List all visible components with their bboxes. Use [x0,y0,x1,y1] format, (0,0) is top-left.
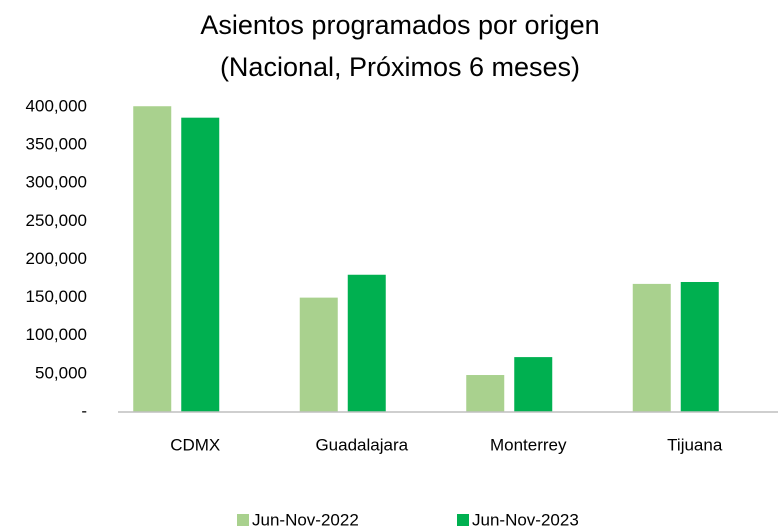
bar [466,375,505,412]
legend-swatch [237,514,249,526]
y-tick-label: 100,000 [26,325,87,344]
bar [514,357,553,412]
legend-label: Jun-Nov-2022 [252,510,359,529]
y-tick-label: 300,000 [26,173,87,192]
bar [347,274,386,412]
bar [680,281,719,412]
y-tick-label: 400,000 [26,96,87,115]
y-tick-label: 350,000 [26,135,87,154]
bar [133,106,172,413]
bar [181,117,220,413]
chart-title: (Nacional, Próximos 6 meses) [220,52,580,82]
legend-swatch [457,514,469,526]
y-tick-label: 150,000 [26,287,87,306]
x-tick-label: Guadalajara [315,435,408,454]
x-tick-label: CDMX [170,435,220,454]
x-tick-label: Monterrey [490,435,567,454]
y-tick-label: 200,000 [26,249,87,268]
y-tick-label: - [81,401,87,420]
x-tick-label: Tijuana [667,435,723,454]
bar [632,283,671,412]
bar [299,297,338,412]
chart-title: Asientos programados por origen [200,10,599,40]
y-tick-label: 50,000 [35,363,87,382]
y-tick-label: 250,000 [26,211,87,230]
legend-label: Jun-Nov-2023 [472,510,579,529]
